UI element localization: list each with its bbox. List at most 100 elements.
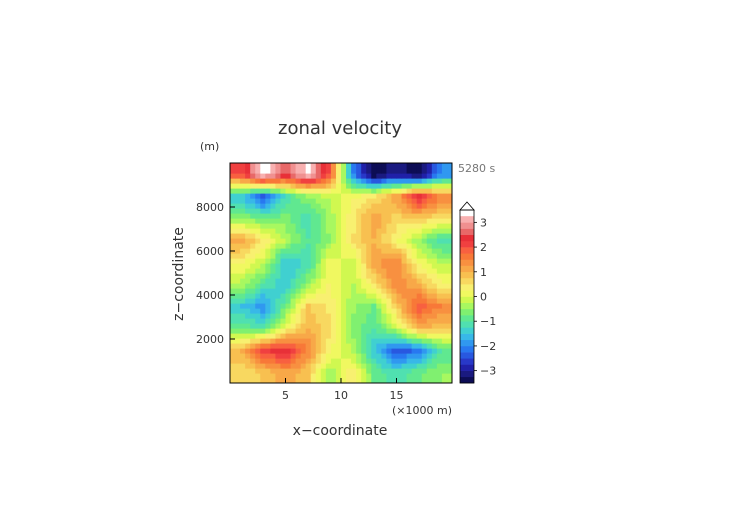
field-cell [356,348,362,354]
field-cell [315,218,322,224]
field-cell [356,268,362,274]
field-cell [335,233,342,239]
field-cell [426,293,433,299]
field-cell [401,278,408,284]
field-cell [436,288,443,294]
field-cell [381,283,388,289]
field-cell [255,198,261,204]
field-cell [411,253,418,259]
field-cell [376,378,382,383]
field-cell [290,243,297,249]
field-cell [270,333,277,339]
field-cell [426,318,433,324]
field-cell [411,293,418,299]
field-cell [260,293,266,299]
field-cell [255,163,261,169]
field-cell [376,183,382,189]
field-cell [305,308,312,314]
field-cell [310,188,317,194]
field-cell [401,288,408,294]
field-cell [401,163,408,169]
field-cell [391,213,398,219]
field-cell [285,338,292,344]
field-cell [310,203,317,209]
field-cell [320,333,327,339]
field-cell [426,223,433,229]
field-cell [386,323,393,329]
field-cell [366,348,372,354]
field-cell [280,193,287,199]
field-cell [270,313,277,319]
field-cell [305,218,312,224]
field-cell [446,318,452,324]
field-cell [285,358,292,364]
field-cell [346,178,352,184]
field-cell [366,378,372,383]
field-cell [421,293,428,299]
field-cell [245,268,251,274]
field-cell [315,278,322,284]
y-tick-label: 6000 [196,245,224,258]
field-cell [441,318,448,324]
field-cell [351,273,357,279]
field-cell [300,338,307,344]
field-cell [290,303,297,309]
field-cell [285,248,292,254]
field-cell [351,163,357,169]
field-cell [381,278,388,284]
field-cell [320,313,327,319]
field-cell [255,213,261,219]
field-cell [371,268,377,274]
field-cell [431,218,438,224]
field-cell [356,363,362,369]
field-cell [305,228,312,234]
field-cell [446,193,452,199]
field-cell [441,228,448,234]
field-cell [446,208,452,214]
field-cell [255,203,261,209]
field-cell [300,263,307,269]
field-cell [320,238,327,244]
field-cell [240,333,246,339]
field-cell [361,198,367,204]
field-cell [426,373,433,379]
field-cell [320,308,327,314]
field-cell [270,238,277,244]
field-cell [290,163,297,169]
field-cell [325,298,332,304]
field-cell [386,333,393,339]
field-cell [335,193,342,199]
field-cell [245,333,251,339]
field-cell [346,238,352,244]
field-cell [240,358,246,364]
field-cell [235,208,241,214]
field-cell [250,238,256,244]
field-cell [346,318,352,324]
field-cell [235,218,241,224]
field-cell [280,198,287,204]
field-cell [325,223,332,229]
field-cell [416,358,423,364]
field-cell [436,298,443,304]
field-cell [411,168,418,174]
field-cell [401,198,408,204]
field-cell [356,283,362,289]
field-cell [285,343,292,349]
field-cell [401,318,408,324]
field-cell [411,348,418,354]
field-cell [401,323,408,329]
field-cell [431,293,438,299]
field-cell [361,338,367,344]
field-cell [300,303,307,309]
field-cell [325,163,332,169]
field-cell [361,358,367,364]
field-cell [255,303,261,309]
field-cell [351,178,357,184]
field-cell [436,238,443,244]
field-cell [235,358,241,364]
field-cell [305,173,312,179]
field-cell [386,188,393,194]
field-cell [275,198,282,204]
field-cell [250,303,256,309]
